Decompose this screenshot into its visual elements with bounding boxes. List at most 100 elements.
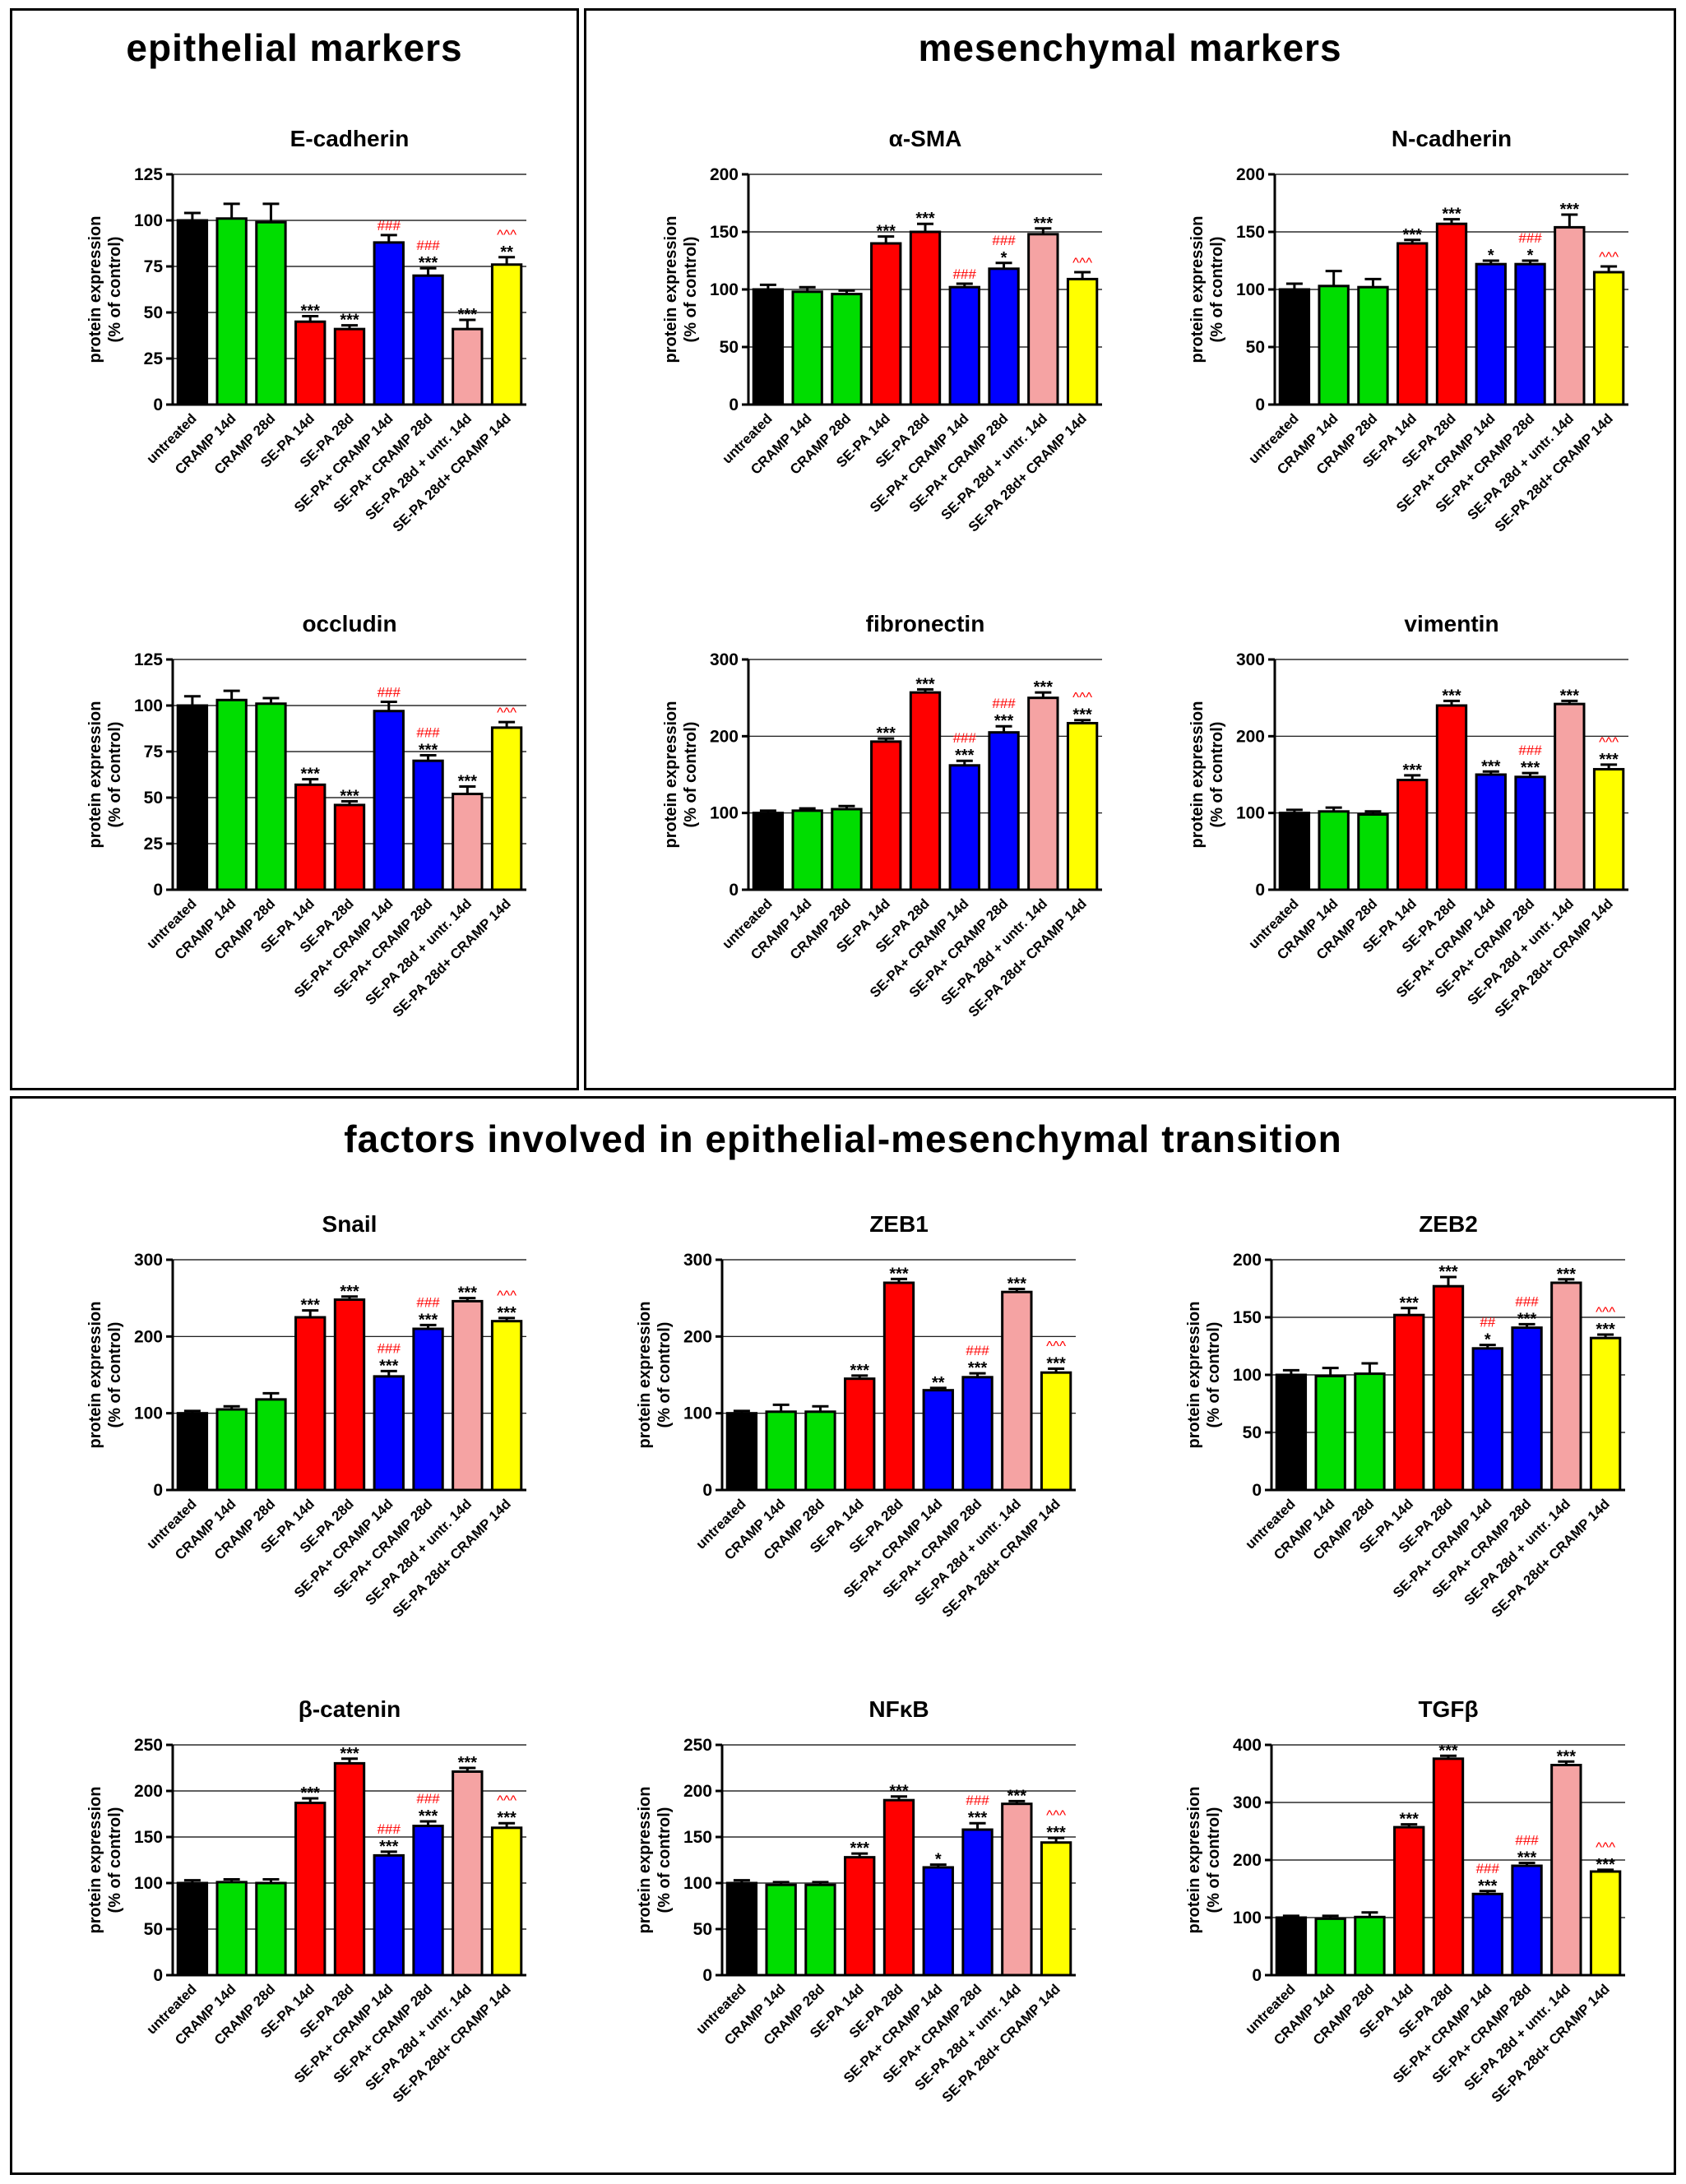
bar bbox=[1357, 285, 1389, 406]
y-axis-label-unit: (% of control) bbox=[1205, 1807, 1223, 1913]
y-tick-label: 50 bbox=[144, 303, 163, 322]
bar bbox=[1550, 1281, 1582, 1492]
y-tick-label: 100 bbox=[1236, 804, 1265, 823]
significance-label: * bbox=[935, 1851, 942, 1869]
bar bbox=[948, 764, 980, 891]
chart-title: N-cadherin bbox=[1392, 126, 1512, 151]
bar bbox=[1393, 1825, 1425, 1977]
bar bbox=[490, 1826, 523, 1977]
chart-title: α-SMA bbox=[889, 126, 962, 151]
chart-title: β-catenin bbox=[299, 1696, 401, 1722]
bar bbox=[1589, 1336, 1622, 1492]
significance-label: *** bbox=[419, 1807, 438, 1825]
significance-label-vs-sepa: ### bbox=[416, 1791, 440, 1807]
bar bbox=[1475, 262, 1507, 406]
significance-label-vs-sepa: ### bbox=[416, 238, 440, 253]
y-tick-label: 75 bbox=[144, 257, 164, 276]
y-tick-label: 100 bbox=[134, 211, 163, 230]
y-tick-label: 100 bbox=[683, 1874, 712, 1893]
y-axis-label-unit: (% of control) bbox=[1208, 237, 1226, 343]
panel-mesenchymal: mesenchymal markers bbox=[584, 8, 1676, 1090]
significance-label: *** bbox=[1481, 757, 1501, 775]
bar bbox=[1432, 1757, 1465, 1977]
significance-label-vs-sepa: ### bbox=[377, 685, 401, 701]
y-axis-label: protein expression bbox=[1185, 1787, 1203, 1934]
bar bbox=[870, 242, 902, 406]
chart-5: vimentin protein expression (% of control)… bbox=[1188, 611, 1628, 1020]
bar bbox=[490, 263, 523, 406]
bar bbox=[412, 759, 444, 891]
y-axis-label-unit: (% of control) bbox=[106, 722, 124, 828]
y-axis-label-unit: (% of control) bbox=[682, 722, 700, 828]
significance-label: *** bbox=[994, 712, 1014, 730]
y-tick-label: 300 bbox=[710, 650, 739, 669]
significance-label-vs-sepa: ^^^ bbox=[497, 227, 516, 243]
significance-label-vs-sepa: ^^^ bbox=[1599, 249, 1619, 265]
significance-label-vs-sepa: ### bbox=[966, 1793, 989, 1808]
bar bbox=[844, 1377, 876, 1492]
y-tick-label: 100 bbox=[134, 1874, 163, 1893]
chart-4: fibronectin protein expression (% of contr… bbox=[662, 611, 1102, 1020]
significance-label: *** bbox=[340, 1283, 359, 1301]
significance-label: *** bbox=[955, 747, 975, 765]
significance-label: *** bbox=[497, 1809, 516, 1827]
bar bbox=[452, 1770, 484, 1977]
bar bbox=[1314, 1917, 1346, 1977]
y-tick-label: 100 bbox=[134, 696, 163, 715]
bar bbox=[294, 1316, 327, 1492]
significance-label: *** bbox=[301, 1784, 321, 1802]
bar bbox=[791, 809, 823, 891]
bar bbox=[961, 1376, 994, 1492]
y-tick-label: 200 bbox=[710, 165, 739, 184]
y-tick-label: 150 bbox=[710, 223, 739, 242]
bar bbox=[452, 1299, 484, 1492]
y-tick-label: 100 bbox=[710, 804, 739, 823]
significance-label: * bbox=[1527, 247, 1534, 265]
y-tick-label: 75 bbox=[144, 743, 164, 761]
bar bbox=[1318, 810, 1350, 891]
y-tick-label: 0 bbox=[153, 881, 163, 900]
significance-label: * bbox=[1485, 1331, 1491, 1349]
y-axis-label: protein expression bbox=[1185, 1302, 1203, 1449]
bar bbox=[1397, 242, 1429, 406]
bar bbox=[373, 241, 405, 406]
y-tick-label: 0 bbox=[153, 1481, 163, 1500]
bar bbox=[765, 1410, 797, 1492]
bar bbox=[1278, 812, 1311, 891]
significance-label: *** bbox=[1517, 1310, 1537, 1328]
bar bbox=[882, 1798, 915, 1977]
significance-label: *** bbox=[497, 1304, 516, 1322]
bar bbox=[215, 1881, 248, 1977]
bar bbox=[294, 783, 327, 891]
y-tick-label: 0 bbox=[1252, 1966, 1262, 1985]
significance-label: *** bbox=[877, 724, 896, 743]
y-tick-label: 100 bbox=[1233, 1366, 1262, 1385]
significance-label: *** bbox=[1596, 1856, 1615, 1874]
bar bbox=[961, 1828, 994, 1977]
significance-label: *** bbox=[458, 1284, 478, 1303]
chart-title: vimentin bbox=[1404, 611, 1498, 636]
bar bbox=[1357, 813, 1389, 891]
bar bbox=[752, 812, 785, 891]
bar bbox=[1554, 702, 1586, 891]
y-tick-label: 50 bbox=[720, 338, 739, 357]
chart-title: occludin bbox=[302, 611, 396, 636]
bar bbox=[412, 1825, 444, 1977]
significance-label: *** bbox=[419, 741, 438, 759]
bar bbox=[1514, 775, 1546, 891]
bar bbox=[1592, 767, 1625, 891]
significance-label: *** bbox=[340, 312, 359, 330]
y-tick-label: 150 bbox=[1236, 223, 1265, 242]
bar bbox=[412, 1327, 444, 1492]
bar bbox=[1435, 222, 1468, 406]
bar bbox=[1027, 696, 1059, 891]
bar bbox=[1040, 1371, 1072, 1492]
significance-label: *** bbox=[1034, 215, 1054, 233]
significance-label-vs-sepa: ^^^ bbox=[1596, 1839, 1615, 1855]
significance-label-vs-sepa: ^^^ bbox=[1046, 1339, 1066, 1354]
panel-emt: factors involved in epithelial-mesenchym… bbox=[10, 1096, 1676, 2175]
bar bbox=[215, 1408, 248, 1492]
significance-label-vs-sepa: ### bbox=[1518, 743, 1542, 758]
significance-label: *** bbox=[301, 766, 321, 784]
bar bbox=[490, 726, 523, 891]
